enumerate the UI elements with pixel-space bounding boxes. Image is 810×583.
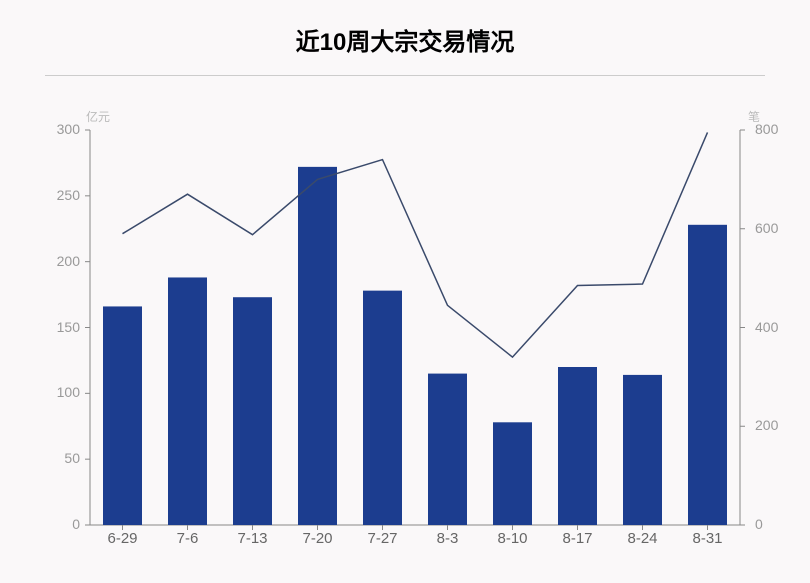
- line-series: [123, 132, 708, 357]
- y-axis-left-label: 亿元: [86, 108, 110, 125]
- y-tick-left: 50: [40, 450, 80, 466]
- bar: [233, 297, 272, 525]
- chart-title: 近10周大宗交易情况: [0, 0, 810, 75]
- y-tick-left: 300: [40, 121, 80, 137]
- bar: [558, 367, 597, 525]
- y-tick-left: 250: [40, 187, 80, 203]
- x-axis: 6-29 7-6 7-13 7-20 7-27 8-3 8-10 8-17 8-24 8-31: [90, 530, 740, 560]
- y-tick-right: 600: [755, 220, 795, 236]
- y-axis-left: 050100150200250300: [40, 130, 85, 525]
- chart-svg: [90, 130, 740, 525]
- bar: [428, 374, 467, 525]
- bar: [623, 375, 662, 525]
- y-tick-left: 150: [40, 319, 80, 335]
- y-tick-right: 200: [755, 417, 795, 433]
- y-tick-right: 400: [755, 319, 795, 335]
- bar: [493, 422, 532, 525]
- x-tick: 7-27: [367, 530, 397, 547]
- chart-container: 近10周大宗交易情况 亿元 笔 050100150200250300 02004…: [0, 0, 810, 583]
- x-tick: 7-13: [237, 530, 267, 547]
- bar: [168, 277, 207, 525]
- x-tick: 8-10: [497, 530, 527, 547]
- title-underline: [45, 75, 765, 76]
- y-axis-right: 0200400600800: [750, 130, 790, 525]
- y-tick-right: 0: [755, 516, 795, 532]
- bar: [103, 306, 142, 525]
- x-tick: 8-24: [627, 530, 657, 547]
- x-tick: 6-29: [107, 530, 137, 547]
- y-tick-left: 0: [40, 516, 80, 532]
- bar: [688, 225, 727, 525]
- x-tick: 7-20: [302, 530, 332, 547]
- x-tick: 7-6: [177, 530, 199, 547]
- y-tick-left: 100: [40, 384, 80, 400]
- y-tick-right: 800: [755, 121, 795, 137]
- bar: [298, 167, 337, 525]
- plot-area: [90, 130, 740, 525]
- x-tick: 8-17: [562, 530, 592, 547]
- bar: [363, 291, 402, 525]
- y-tick-left: 200: [40, 253, 80, 269]
- x-tick: 8-31: [692, 530, 722, 547]
- x-tick: 8-3: [437, 530, 459, 547]
